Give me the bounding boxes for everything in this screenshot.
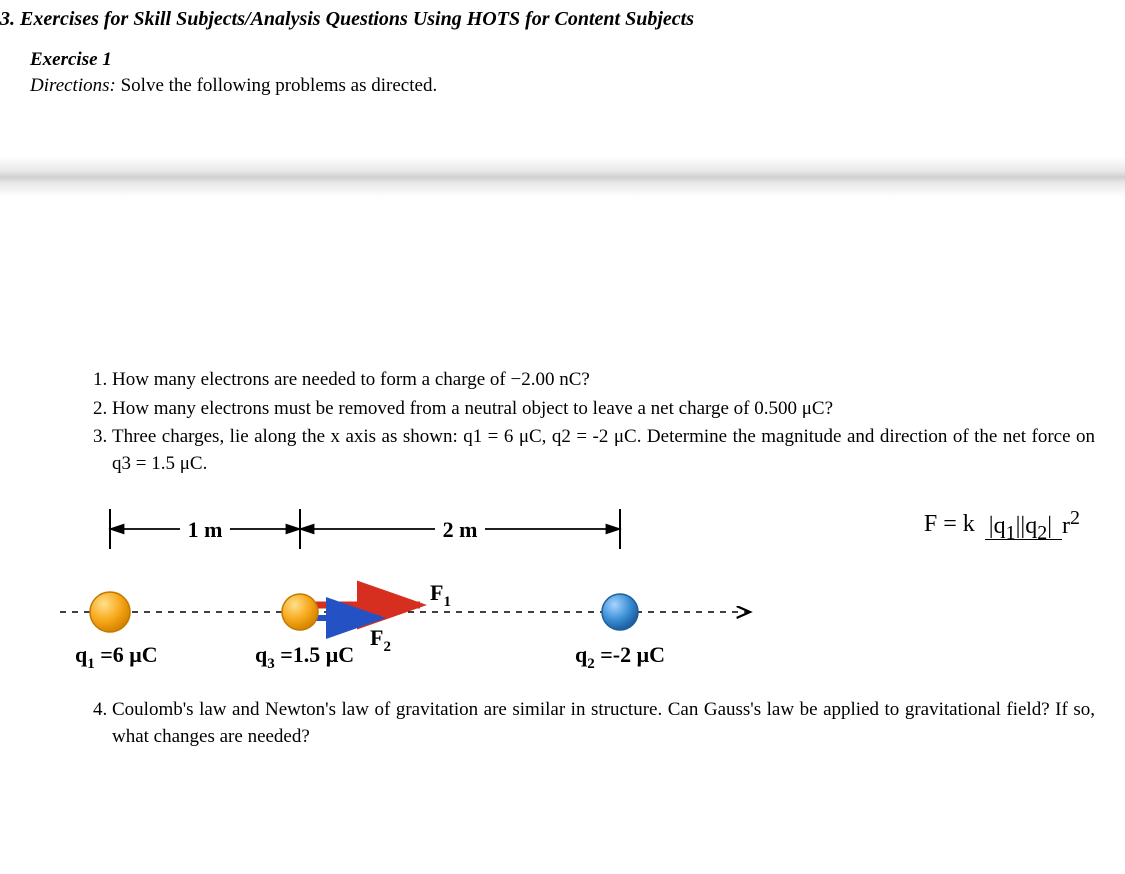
formula-lhs: F = k	[924, 511, 975, 537]
directions: Directions: Solve the following problems…	[30, 75, 1095, 97]
directions-label: Directions:	[30, 75, 116, 96]
section-title: 3. Exercises for Skill Subjects/Analysis…	[0, 8, 1095, 31]
charge-q3	[282, 594, 318, 630]
question-list: How many electrons are needed to form a …	[0, 367, 1125, 477]
charges-diagram: 1 m 2 m F1 F2 q1 =6 μC q3 =1.5 μC q2 =-2…	[50, 497, 900, 687]
dist-2-label: 2 m	[443, 517, 478, 542]
coulomb-formula: F = k |q1||q2| r2	[924, 507, 1080, 544]
question-4: Coulomb's law and Newton's law of gravit…	[112, 697, 1095, 750]
question-1: How many electrons are needed to form a …	[112, 367, 1095, 394]
force-f2-label: F2	[370, 625, 391, 655]
q1-label: q1 =6 μC	[75, 642, 158, 672]
q3-label: q3 =1.5 μC	[255, 642, 354, 672]
question-3: Three charges, lie along the x axis as s…	[112, 424, 1095, 477]
directions-text: Solve the following problems as directed…	[116, 75, 437, 96]
question-4-wrap: Coulomb's law and Newton's law of gravit…	[0, 697, 1125, 750]
force-f1-label: F1	[430, 580, 451, 610]
diagram: 1 m 2 m F1 F2 q1 =6 μC q3 =1.5 μC q2 =-2…	[50, 497, 1100, 687]
q2-label: q2 =-2 μC	[575, 642, 665, 672]
charge-q2	[602, 594, 638, 630]
dist-1-label: 1 m	[188, 517, 223, 542]
separator-gradient	[0, 157, 1125, 197]
question-2: How many electrons must be removed from …	[112, 396, 1095, 423]
exercise-label: Exercise 1	[30, 49, 1095, 71]
charge-q1	[90, 592, 130, 632]
